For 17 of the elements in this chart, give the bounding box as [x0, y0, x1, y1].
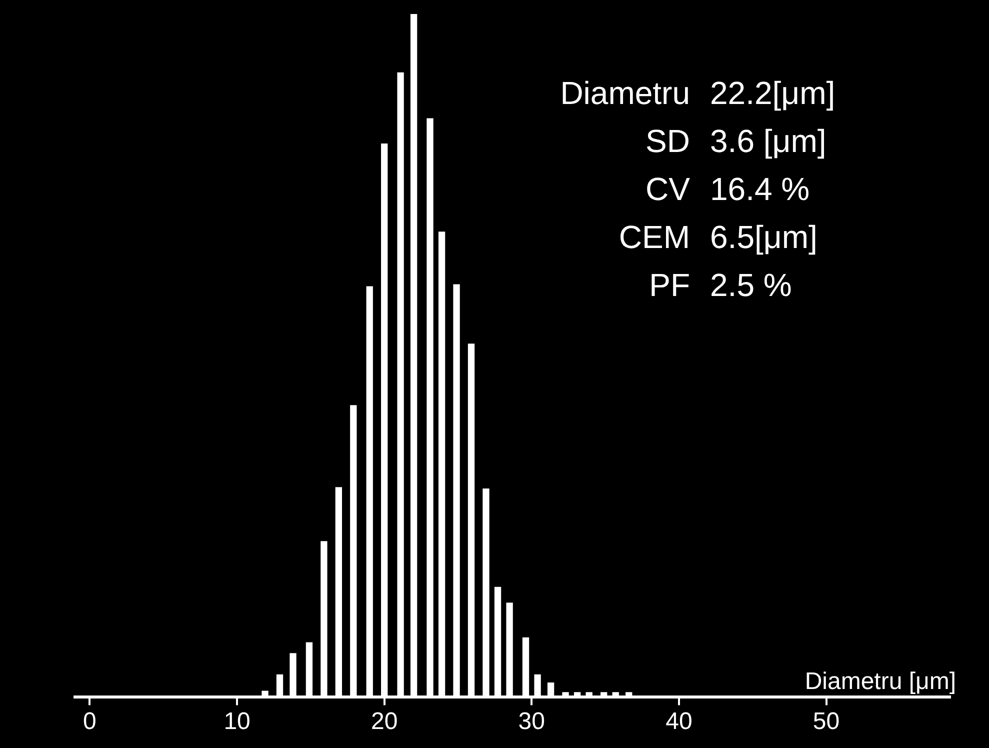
x-tick-label: 30: [518, 708, 545, 736]
x-tick-label: 0: [83, 708, 96, 736]
annotation: SD: [646, 123, 690, 159]
annotation: PF: [649, 267, 690, 303]
x-tick-label: 50: [812, 708, 840, 736]
x-tick-label: 20: [370, 708, 398, 736]
annotation: CEM: [618, 219, 690, 255]
annotation: 16.4 %: [710, 171, 810, 207]
x-tick-label: 40: [666, 708, 692, 736]
annotation: 2.5 %: [710, 267, 792, 303]
annotation: 6.5[μm]: [710, 219, 818, 255]
annotation: Diametru: [560, 75, 690, 111]
annotation: CV: [646, 171, 691, 207]
x-axis-title: Diametru [μm]: [804, 668, 956, 696]
annotation: 3.6 [μm]: [710, 123, 826, 159]
x-tick-label: 10: [224, 708, 250, 736]
annotation: 22.2[μm]: [710, 75, 836, 111]
